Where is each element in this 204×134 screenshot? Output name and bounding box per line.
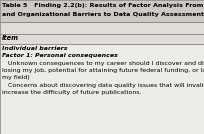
Text: Individual barriers: Individual barriers [2, 46, 68, 51]
Bar [0, 22, 204, 34]
Text: Factor 1: Personal consequences: Factor 1: Personal consequences [2, 53, 118, 58]
Text: Unknown consequences to my career should I discover and disclose: Unknown consequences to my career should… [2, 61, 204, 66]
Bar [0, 0, 204, 22]
Bar [0, 34, 204, 44]
Text: losing my job, potential for attaining future federal funding, or losing s: losing my job, potential for attaining f… [2, 68, 204, 73]
Text: Concerns about discovering data quality issues that will invalidate n: Concerns about discovering data quality … [2, 83, 204, 88]
Text: Table 5   Finding 2.2(b): Results of Factor Analysis From An: Table 5 Finding 2.2(b): Results of Facto… [2, 3, 204, 8]
Text: and Organizational Barriers to Data Quality Assessment anc: and Organizational Barriers to Data Qual… [2, 12, 204, 17]
Text: increase the difficulty of future publications.: increase the difficulty of future public… [2, 90, 142, 95]
Text: Item: Item [2, 36, 19, 42]
Bar [0, 44, 204, 134]
Text: my field): my field) [2, 75, 30, 80]
